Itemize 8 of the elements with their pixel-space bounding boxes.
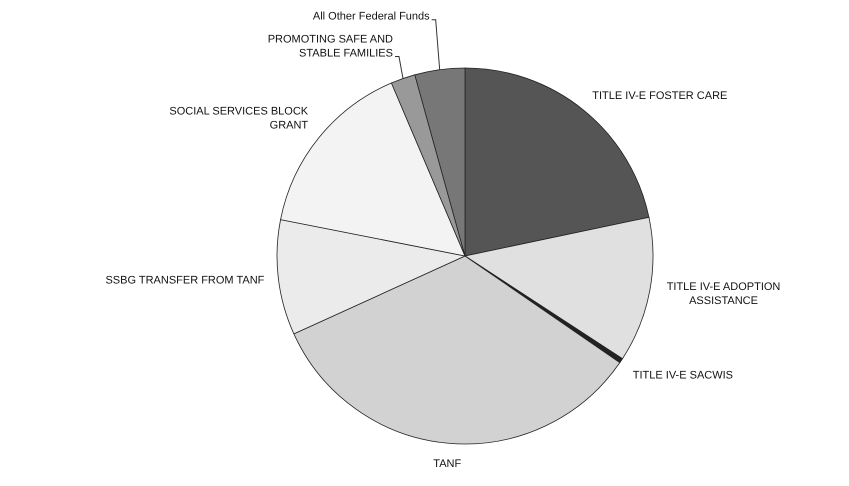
slice-label: PROMOTING SAFE AND STABLE FAMILIES <box>268 34 394 60</box>
slice-label: TITLE IV-E ADOPTION ASSISTANCE <box>666 281 780 308</box>
slice-label: TITLE IV-E SACWIS <box>632 369 734 382</box>
slice-label: All Other Federal Funds <box>312 10 430 23</box>
slice-label: SSBG TRANSFER FROM TANF <box>105 274 265 286</box>
slice-label: TANF <box>433 458 462 470</box>
slice-label: SOCIAL SERVICES BLOCK GRANT <box>169 106 309 132</box>
slice-label: TITLE IV-E FOSTER CARE <box>592 90 728 102</box>
